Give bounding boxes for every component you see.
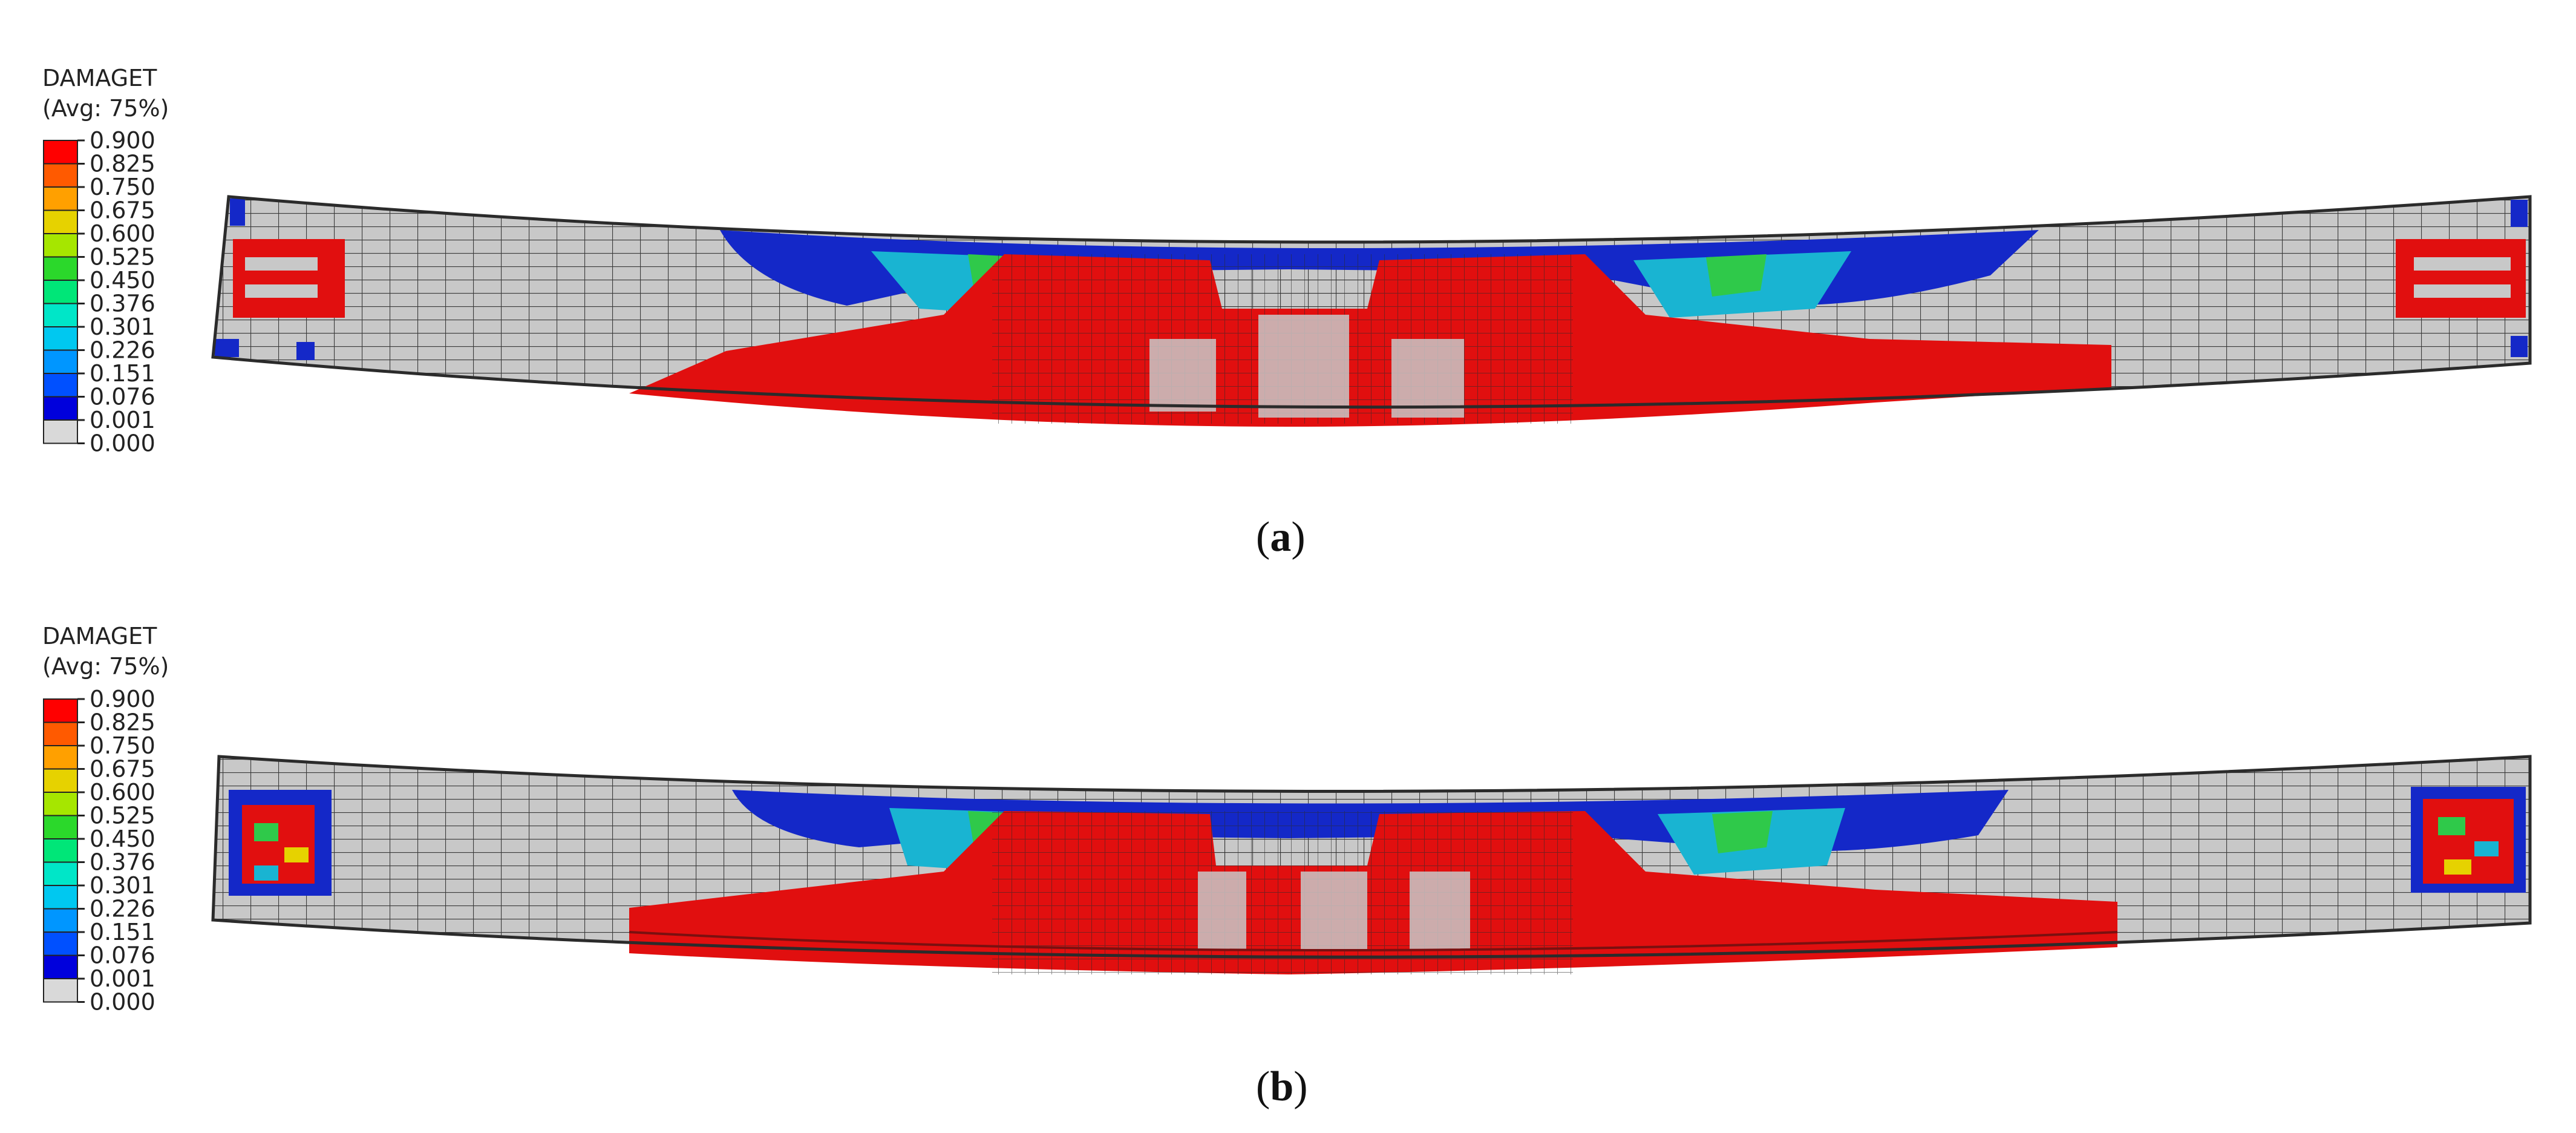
legend-title: DAMAGET — [42, 623, 157, 649]
undamaged-patch — [1410, 872, 1470, 950]
damage-zone-mid — [1712, 811, 1773, 853]
legend-swatch — [43, 186, 78, 211]
legend-value-label: 0.226 — [90, 337, 155, 364]
support-left — [229, 790, 332, 896]
undamaged-patch — [1198, 872, 1246, 950]
support-right — [2411, 787, 2526, 893]
caption-b: (b) — [1256, 1063, 1308, 1110]
legend-swatch — [43, 233, 78, 258]
legend-swatch — [43, 838, 78, 863]
legend-value-label: 0.600 — [90, 779, 155, 806]
legend-swatch — [43, 885, 78, 910]
legend-color-bar: 0.9000.8250.7500.6750.6000.5250.4500.376… — [43, 127, 155, 457]
legend-subtitle: (Avg: 75%) — [42, 95, 169, 122]
legend-value-label: 0.825 — [90, 151, 155, 177]
legend-value-label: 0.450 — [90, 826, 155, 852]
legend-value-label: 0.226 — [90, 896, 155, 922]
legend-color-bar: 0.9000.8250.7500.6750.6000.5250.4500.376… — [43, 686, 155, 1016]
legend-swatch — [43, 931, 78, 956]
legend-value-label: 0.001 — [90, 407, 155, 433]
beam-a — [211, 195, 2532, 427]
legend-b: DAMAGET (Avg: 75%) 0.9000.8250.7500.6750… — [42, 623, 169, 1016]
legend-value-label: 0.076 — [90, 942, 155, 969]
legend-swatch — [43, 908, 78, 933]
legend-swatch — [43, 140, 78, 165]
legend-swatch — [43, 349, 78, 374]
panel-b: DAMAGET (Avg: 75%) 0.9000.8250.7500.6750… — [42, 623, 2532, 1110]
legend-value-label: 0.600 — [90, 220, 155, 247]
legend-value-label: 0.376 — [90, 291, 155, 317]
legend-title: DAMAGET — [42, 65, 157, 91]
legend-value-label: 0.000 — [90, 989, 155, 1016]
legend-value-label: 0.900 — [90, 686, 155, 712]
rebar-line — [629, 931, 2118, 951]
legend-value-label: 0.301 — [90, 314, 155, 340]
legend-value-label: 0.675 — [90, 197, 155, 224]
undamaged-patch — [1391, 339, 1464, 418]
support-left — [215, 199, 345, 360]
legend-value-label: 0.750 — [90, 732, 155, 759]
legend-swatch — [43, 698, 78, 723]
legend-swatch — [43, 209, 78, 234]
legend-value-label: 0.151 — [90, 360, 155, 387]
legend-swatch — [43, 721, 78, 746]
legend-value-label: 0.825 — [90, 709, 155, 736]
legend-value-label: 0.076 — [90, 384, 155, 410]
legend-swatch — [43, 256, 78, 281]
beam-b — [211, 755, 2532, 974]
legend-value-label: 0.525 — [90, 244, 155, 271]
legend-value-label: 0.450 — [90, 267, 155, 294]
legend-value-label: 0.675 — [90, 756, 155, 783]
legend-swatch — [43, 861, 78, 886]
legend-swatch — [43, 373, 78, 398]
legend-swatch — [43, 326, 78, 351]
legend-value-label: 0.001 — [90, 965, 155, 992]
legend-swatch — [43, 280, 78, 304]
legend-value-label: 0.000 — [90, 430, 155, 457]
legend-value-label: 0.151 — [90, 919, 155, 945]
legend-swatch — [43, 954, 78, 979]
legend-value-label: 0.900 — [90, 127, 155, 154]
legend-swatch — [43, 768, 78, 793]
legend-swatch — [43, 792, 78, 816]
legend-swatch — [43, 396, 78, 421]
support-right — [2396, 200, 2528, 357]
damage-zone-mid — [1706, 254, 1767, 297]
legend-swatch — [43, 303, 78, 327]
legend-subtitle: (Avg: 75%) — [42, 653, 169, 680]
legend-swatch — [43, 745, 78, 770]
caption-a: (a) — [1256, 514, 1306, 560]
undamaged-patch — [1149, 339, 1216, 412]
legend-swatch — [43, 978, 78, 1003]
legend-value-label: 0.525 — [90, 803, 155, 829]
legend-value-label: 0.376 — [90, 849, 155, 876]
panel-a: DAMAGET (Avg: 75%) 0.9000.8250.7500.6750… — [42, 65, 2532, 560]
legend-a: DAMAGET (Avg: 75%) 0.9000.8250.7500.6750… — [42, 65, 169, 457]
legend-swatch — [43, 815, 78, 839]
legend-swatch — [43, 419, 78, 444]
undamaged-patch — [1258, 315, 1349, 418]
undamaged-patch — [1301, 872, 1367, 950]
legend-swatch — [43, 163, 78, 188]
legend-value-label: 0.750 — [90, 174, 155, 200]
legend-value-label: 0.301 — [90, 872, 155, 899]
